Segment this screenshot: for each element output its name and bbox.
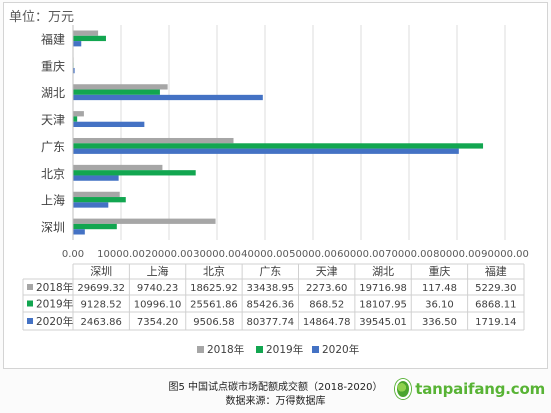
bar-1-4	[73, 143, 484, 149]
table-cell: 33438.95	[246, 283, 294, 294]
category-label: 深圳	[41, 221, 65, 235]
table-cell: 39545.01	[359, 317, 407, 328]
table-row-label: 2020年	[36, 315, 73, 328]
legend-swatch	[312, 346, 319, 353]
x-tick-label: 30000.00	[193, 249, 241, 260]
table-cell: 14864.78	[303, 317, 351, 328]
x-tick-label: 50000.00	[289, 249, 337, 260]
table-cell: 85426.36	[246, 300, 294, 311]
table-header-cell: 天津	[316, 265, 338, 278]
table-cell: 9740.23	[137, 283, 178, 294]
x-tick-label: 90000.00	[481, 249, 529, 260]
category-label: 湖北	[41, 85, 65, 100]
table-cell: 2273.60	[306, 283, 347, 294]
bar-1-2	[73, 89, 160, 95]
bar-2-2	[73, 94, 263, 101]
x-tick-label: 80000.00	[433, 249, 481, 260]
table-row-swatch	[27, 318, 33, 324]
table-cell: 336.50	[422, 317, 457, 328]
table-header-cell: 北京	[203, 264, 225, 278]
table-cell: 80377.74	[246, 317, 294, 328]
bar-2-7	[73, 229, 85, 235]
bar-2-5	[73, 175, 119, 181]
table-row-label: 2019年	[36, 298, 73, 311]
table-cell: 7354.20	[137, 317, 178, 328]
table-header-cell: 广东	[259, 265, 281, 278]
x-tick-label: 10000.00	[97, 249, 145, 260]
legend-label: 2018年	[207, 343, 244, 356]
bar-1-6	[73, 197, 126, 203]
table-cell: 117.48	[422, 283, 457, 294]
bar-0-3	[73, 111, 84, 117]
legend-swatch	[197, 346, 204, 353]
table-cell: 9128.52	[81, 300, 122, 311]
unit-label: 单位：万元	[9, 10, 75, 25]
leaf-globe-icon	[395, 379, 412, 399]
x-tick-label: 0.00	[62, 249, 84, 260]
category-label: 上海	[41, 193, 65, 208]
bar-0-5	[73, 164, 163, 171]
category-label: 福建	[41, 31, 65, 46]
table-cell: 19716.98	[359, 283, 407, 294]
category-label: 重庆	[41, 59, 65, 73]
category-label: 广东	[41, 140, 65, 154]
bar-0-2	[73, 84, 168, 90]
figure-caption: 图5 中国试点碳市场配额成交额（2018-2020）	[168, 382, 383, 393]
bar-2-1	[73, 67, 75, 74]
legend-swatch	[256, 346, 263, 353]
x-tick-label: 40000.00	[241, 249, 289, 260]
table-row-label: 2018年	[36, 281, 73, 294]
x-tick-label: 60000.00	[337, 249, 385, 260]
bar-1-5	[73, 170, 196, 176]
bar-2-0	[73, 41, 82, 47]
table-cell: 18625.92	[190, 283, 238, 294]
x-tick-label: 20000.00	[145, 249, 193, 260]
table-row-swatch	[27, 300, 33, 307]
table-cell: 36.10	[425, 300, 454, 311]
legend-label: 2019年	[266, 343, 303, 356]
bar-2-3	[73, 121, 145, 128]
x-tick-label: 70000.00	[385, 249, 433, 260]
bar-1-0	[73, 35, 106, 42]
table-cell: 18107.95	[359, 300, 407, 311]
table-cell: 29699.32	[77, 283, 125, 294]
bar-1-7	[73, 223, 117, 230]
bar-0-6	[73, 191, 120, 198]
table-header-cell: 上海	[147, 264, 169, 278]
bar-0-4	[73, 137, 234, 144]
bar-0-0	[73, 30, 99, 36]
bar-2-6	[73, 202, 109, 208]
category-label: 北京	[41, 167, 65, 181]
category-label: 天津	[41, 113, 65, 127]
table-header-cell: 深圳	[90, 265, 112, 278]
legend-label: 2020年	[322, 343, 359, 356]
watermark: tanpaifang.com	[395, 378, 545, 400]
bar-0-7	[73, 218, 216, 224]
watermark-text: tanpaifang.com	[415, 380, 545, 398]
table-cell: 6868.11	[475, 300, 516, 311]
figure-source: 数据来源：万得数据库	[225, 396, 326, 407]
bar-2-4	[73, 148, 459, 154]
table-cell: 25561.86	[190, 300, 238, 311]
table-row-swatch	[27, 284, 33, 290]
table-header-cell: 湖北	[372, 265, 394, 278]
bar-1-3	[73, 116, 78, 122]
table-cell: 868.52	[309, 300, 344, 311]
table-cell: 1719.14	[475, 317, 516, 328]
table-header-cell: 重庆	[428, 264, 450, 278]
table-header-cell: 福建	[485, 264, 507, 278]
table-cell: 9506.58	[193, 317, 234, 328]
table-cell: 2463.86	[81, 317, 122, 328]
table-cell: 5229.30	[475, 283, 516, 294]
table-cell: 10996.10	[134, 300, 182, 311]
